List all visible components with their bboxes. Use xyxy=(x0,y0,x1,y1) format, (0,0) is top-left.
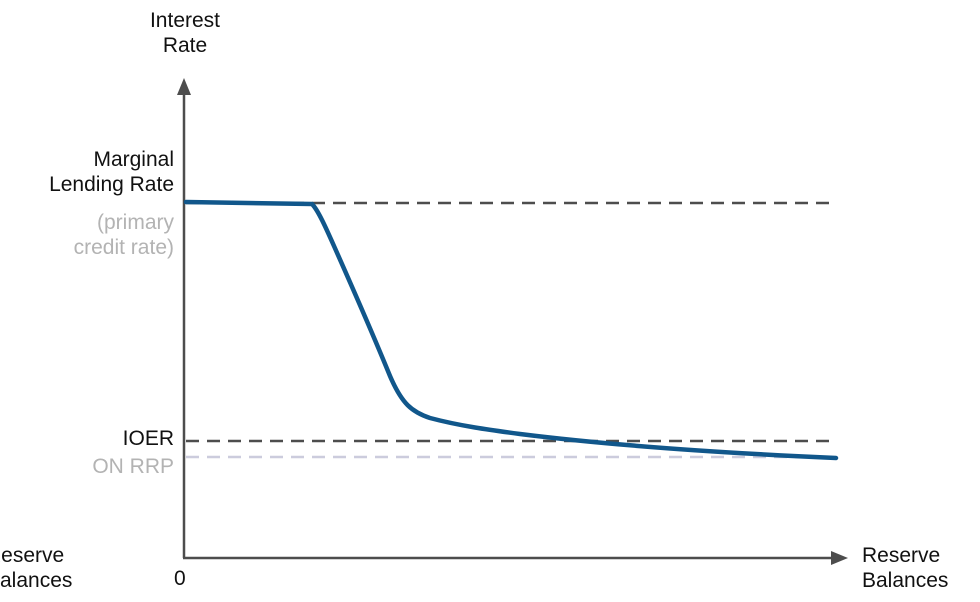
primary-credit-rate-label-line1: (primary xyxy=(97,211,174,234)
origin-label: 0 xyxy=(174,567,186,590)
x-axis-label-line2: Balances xyxy=(862,569,949,592)
reserve-demand-curve xyxy=(183,199,839,461)
left-clipped-x-label-line1: Reserve xyxy=(0,544,65,567)
y-axis-label-line1: Interest xyxy=(149,9,221,32)
primary-credit-rate-label: (primary credit rate) xyxy=(74,210,174,260)
marginal-lending-rate-label: Marginal Lending Rate xyxy=(49,147,174,197)
x-axis-arrowhead xyxy=(831,551,848,565)
left-clipped-x-label-line2: Balances xyxy=(0,569,73,592)
primary-credit-rate-label-line2: credit rate) xyxy=(73,236,174,259)
x-axis-label-line1: Reserve xyxy=(862,544,941,567)
y-axis-label: Interest Rate xyxy=(140,8,230,58)
marginal-lending-rate-label-line2: Lending Rate xyxy=(49,173,174,196)
y-axis-label-line2: Rate xyxy=(162,34,208,57)
x-axis-label: Reserve Balances xyxy=(862,543,948,593)
ioer-label: IOER xyxy=(122,427,174,450)
left-clipped-x-label: Reserve Balances xyxy=(0,543,72,593)
on-rrp-label: ON RRP xyxy=(92,455,174,478)
marginal-lending-rate-label-line1: Marginal xyxy=(93,148,174,171)
y-axis-arrowhead xyxy=(177,78,191,95)
